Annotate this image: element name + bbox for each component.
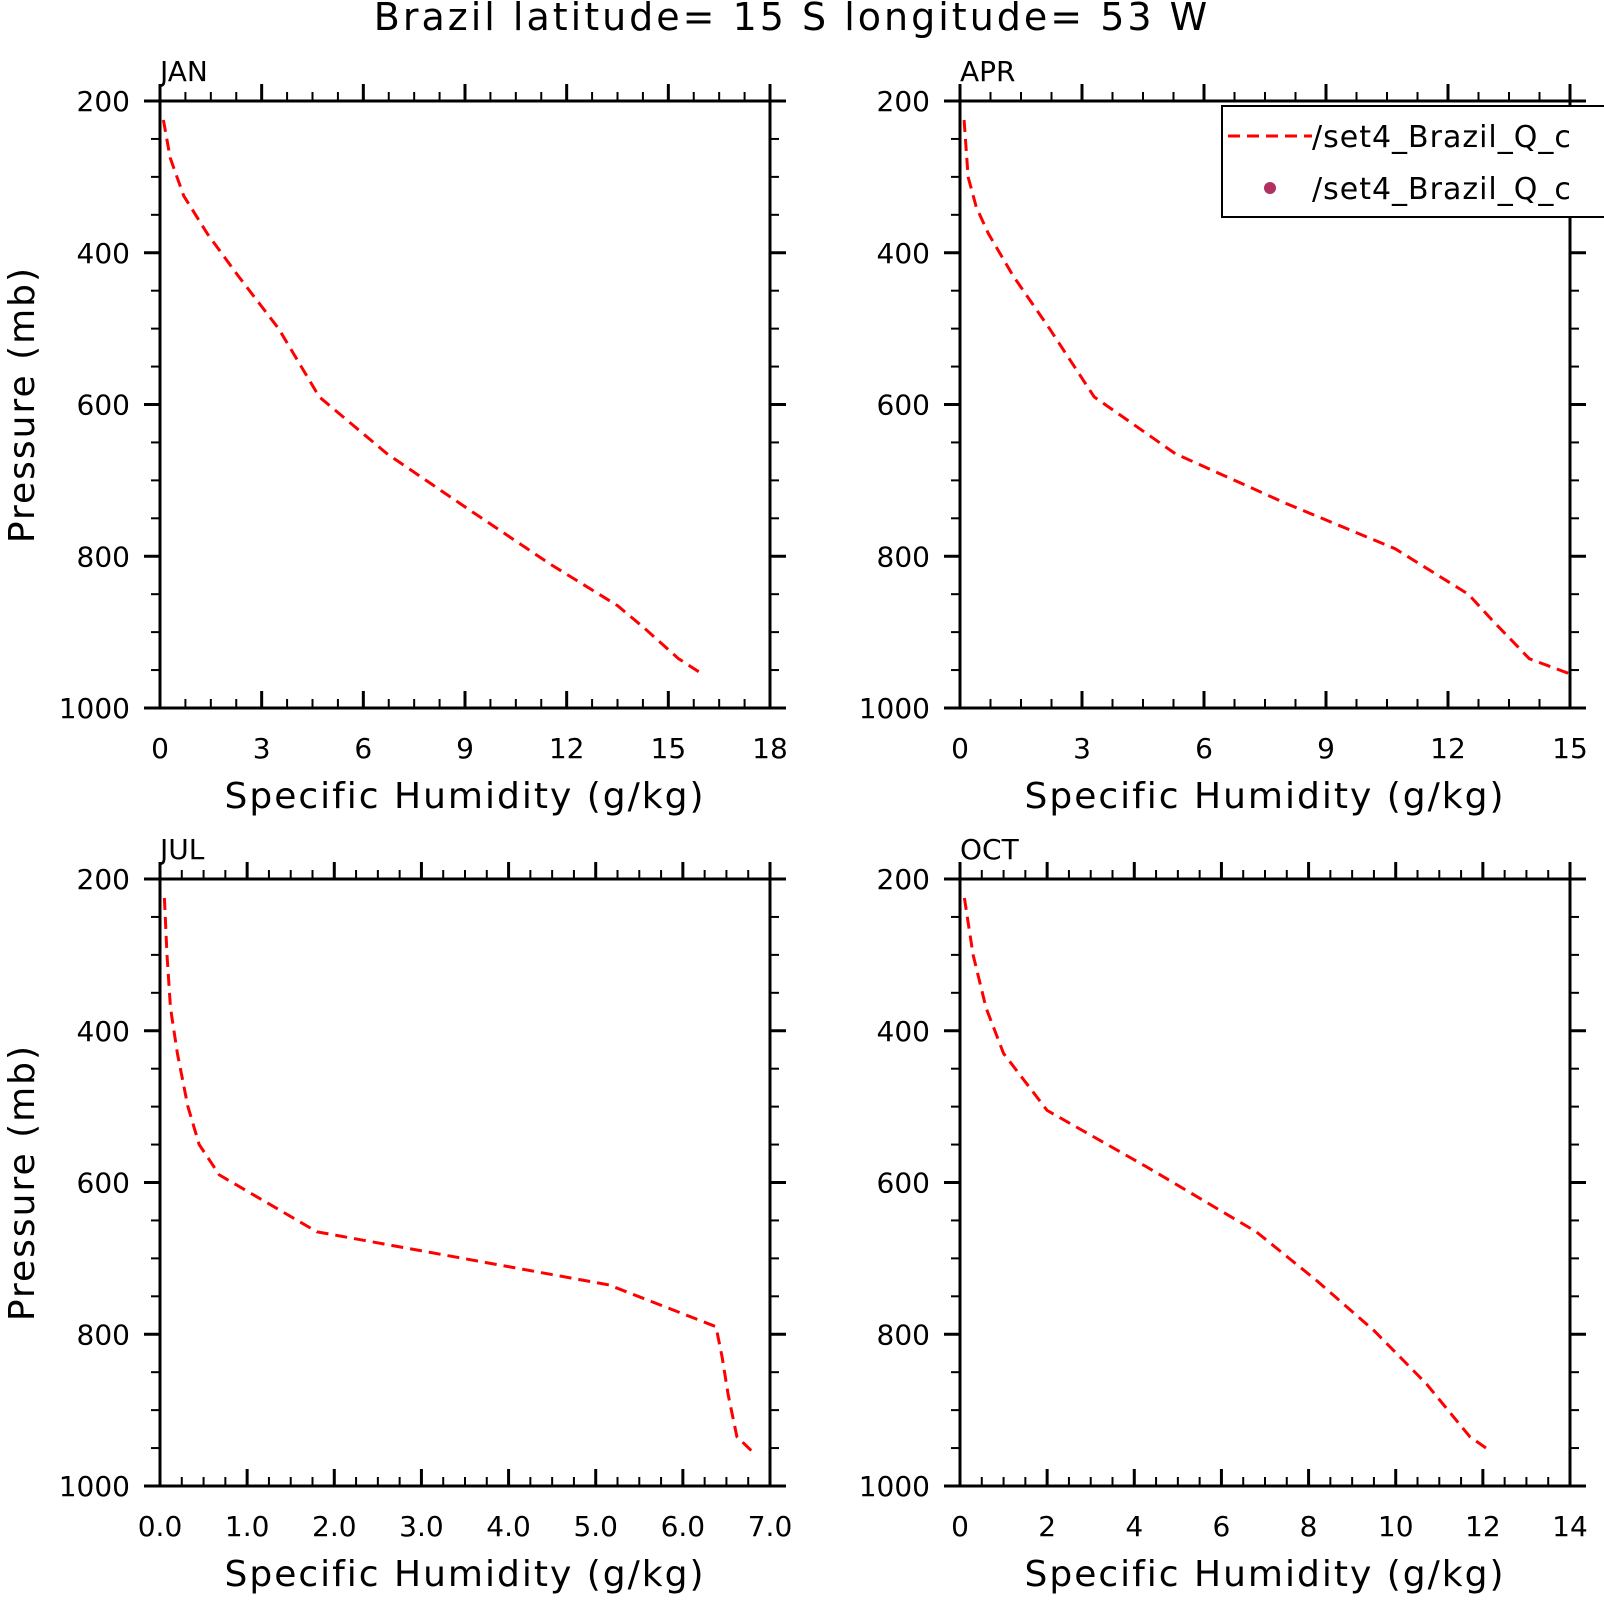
legend-label: /set4_Brazil_Q_c xyxy=(1312,120,1572,155)
x-tick-label: 7.0 xyxy=(748,1510,793,1543)
legend: /set4_Brazil_Q_c/set4_Brazil_Q_c xyxy=(1221,105,1604,218)
x-tick-label: 12 xyxy=(549,732,585,765)
x-tick-label: 0.0 xyxy=(138,1510,183,1543)
y-tick-label: 400 xyxy=(877,1015,930,1048)
plot-frame xyxy=(158,99,772,710)
y-tick-label: 400 xyxy=(877,237,930,270)
x-tick-label: 15 xyxy=(651,732,687,765)
y-tick-label: 400 xyxy=(77,1015,130,1048)
y-tick-label: 1000 xyxy=(59,692,130,725)
y-tick-label: 1000 xyxy=(859,1470,930,1503)
legend-label: /set4_Brazil_Q_c xyxy=(1312,172,1572,207)
y-tick-label: 600 xyxy=(77,389,130,422)
panel-label: OCT xyxy=(960,833,1020,866)
legend-dot-marker xyxy=(1264,182,1276,194)
chart-panel-apr: 0 3 6 9 12 15 200 400 600 800 1000 APR Specific Humi… xyxy=(859,55,1588,817)
y-tick-label: 200 xyxy=(877,85,930,118)
y-tick-label: 600 xyxy=(877,389,930,422)
y-tick-label: 800 xyxy=(877,1318,930,1351)
y-tick-label: 400 xyxy=(77,237,130,270)
x-tick-label: 6 xyxy=(354,732,372,765)
legend-box xyxy=(1221,105,1604,218)
series-line-0 xyxy=(162,897,754,1453)
x-tick-label: 2 xyxy=(1038,1510,1056,1543)
x-tick-label: 3.0 xyxy=(399,1510,444,1543)
y-tick-label: 1000 xyxy=(859,692,930,725)
x-tick-label: 3 xyxy=(253,732,271,765)
x-tick-label: 9 xyxy=(1317,732,1335,765)
x-tick-label: 8 xyxy=(1300,1510,1318,1543)
x-tick-label: 0 xyxy=(151,732,169,765)
x-tick-label: 6 xyxy=(1195,732,1213,765)
y-tick-label: 600 xyxy=(77,1167,130,1200)
x-tick-label: 18 xyxy=(752,732,788,765)
plot-frame xyxy=(158,877,772,1488)
y-tick-label: 200 xyxy=(877,863,930,896)
y-axis-label: Pressure (mb) xyxy=(2,1044,43,1321)
series-line-0 xyxy=(962,897,1493,1454)
x-tick-label: 15 xyxy=(1552,732,1588,765)
x-tick-label: 12 xyxy=(1465,1510,1501,1543)
plot-frame xyxy=(958,877,1572,1488)
panel-label: JUL xyxy=(158,833,205,866)
x-tick-label: 6.0 xyxy=(661,1510,706,1543)
y-tick-label: 800 xyxy=(77,1318,130,1351)
x-tick-label: 6 xyxy=(1213,1510,1231,1543)
chart-panel-oct: 0 2 4 6 8 10 12 14 200 400 600 800 1000 OCT Specific H… xyxy=(859,833,1588,1595)
series-line-0 xyxy=(962,119,1571,676)
y-tick-label: 1000 xyxy=(59,1470,130,1503)
y-axis-label: Pressure (mb) xyxy=(2,266,43,543)
x-tick-label: 4 xyxy=(1125,1510,1143,1543)
x-tick-label: 10 xyxy=(1378,1510,1414,1543)
chart-panel-jul: 0.0 1.0 2.0 3.0 4.0 5.0 6.0 7.0 200 400 600 800 1000… xyxy=(2,833,792,1595)
x-tick-label: 2.0 xyxy=(312,1510,357,1543)
x-tick-label: 1.0 xyxy=(225,1510,270,1543)
y-tick-label: 600 xyxy=(877,1167,930,1200)
x-tick-label: 4.0 xyxy=(486,1510,531,1543)
figure-title: Brazil latitude= 15 S longitude= 53 W xyxy=(374,0,1210,39)
x-tick-label: 12 xyxy=(1430,732,1466,765)
y-tick-label: 800 xyxy=(77,540,130,573)
series-line-0 xyxy=(161,119,704,676)
x-tick-label: 14 xyxy=(1552,1510,1588,1543)
x-tick-label: 3 xyxy=(1073,732,1091,765)
x-axis-label: Specific Humidity (g/kg) xyxy=(224,1554,705,1595)
panel-label: APR xyxy=(960,55,1016,88)
panel-label: JAN xyxy=(158,55,208,88)
x-tick-label: 0 xyxy=(951,1510,969,1543)
x-axis-label: Specific Humidity (g/kg) xyxy=(1024,776,1505,817)
y-tick-label: 200 xyxy=(77,863,130,896)
x-tick-label: 9 xyxy=(456,732,474,765)
chart-panel-jan: 0 3 6 9 12 15 18 200 400 600 800 1000 JAN Specific Hu… xyxy=(2,55,788,817)
y-tick-label: 800 xyxy=(877,540,930,573)
x-axis-label: Specific Humidity (g/kg) xyxy=(1024,1554,1505,1595)
x-axis-label: Specific Humidity (g/kg) xyxy=(224,776,705,817)
x-tick-label: 0 xyxy=(951,732,969,765)
x-tick-label: 5.0 xyxy=(573,1510,618,1543)
y-tick-label: 200 xyxy=(77,85,130,118)
